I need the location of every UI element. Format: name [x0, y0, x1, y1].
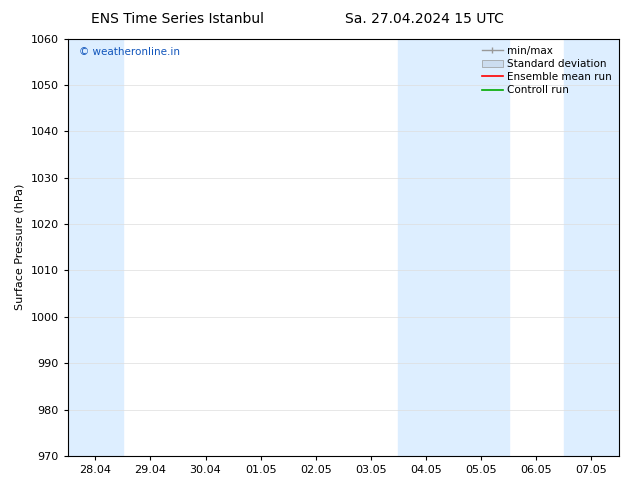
- Text: ENS Time Series Istanbul: ENS Time Series Istanbul: [91, 12, 264, 26]
- Text: © weatheronline.in: © weatheronline.in: [79, 47, 179, 57]
- Bar: [399, 39, 508, 456]
- Y-axis label: Surface Pressure (hPa): Surface Pressure (hPa): [15, 184, 25, 311]
- Legend: min/max, Standard deviation, Ensemble mean run, Controll run: min/max, Standard deviation, Ensemble me…: [480, 44, 614, 98]
- Bar: [68, 39, 123, 456]
- Bar: [564, 39, 619, 456]
- Text: Sa. 27.04.2024 15 UTC: Sa. 27.04.2024 15 UTC: [346, 12, 504, 26]
